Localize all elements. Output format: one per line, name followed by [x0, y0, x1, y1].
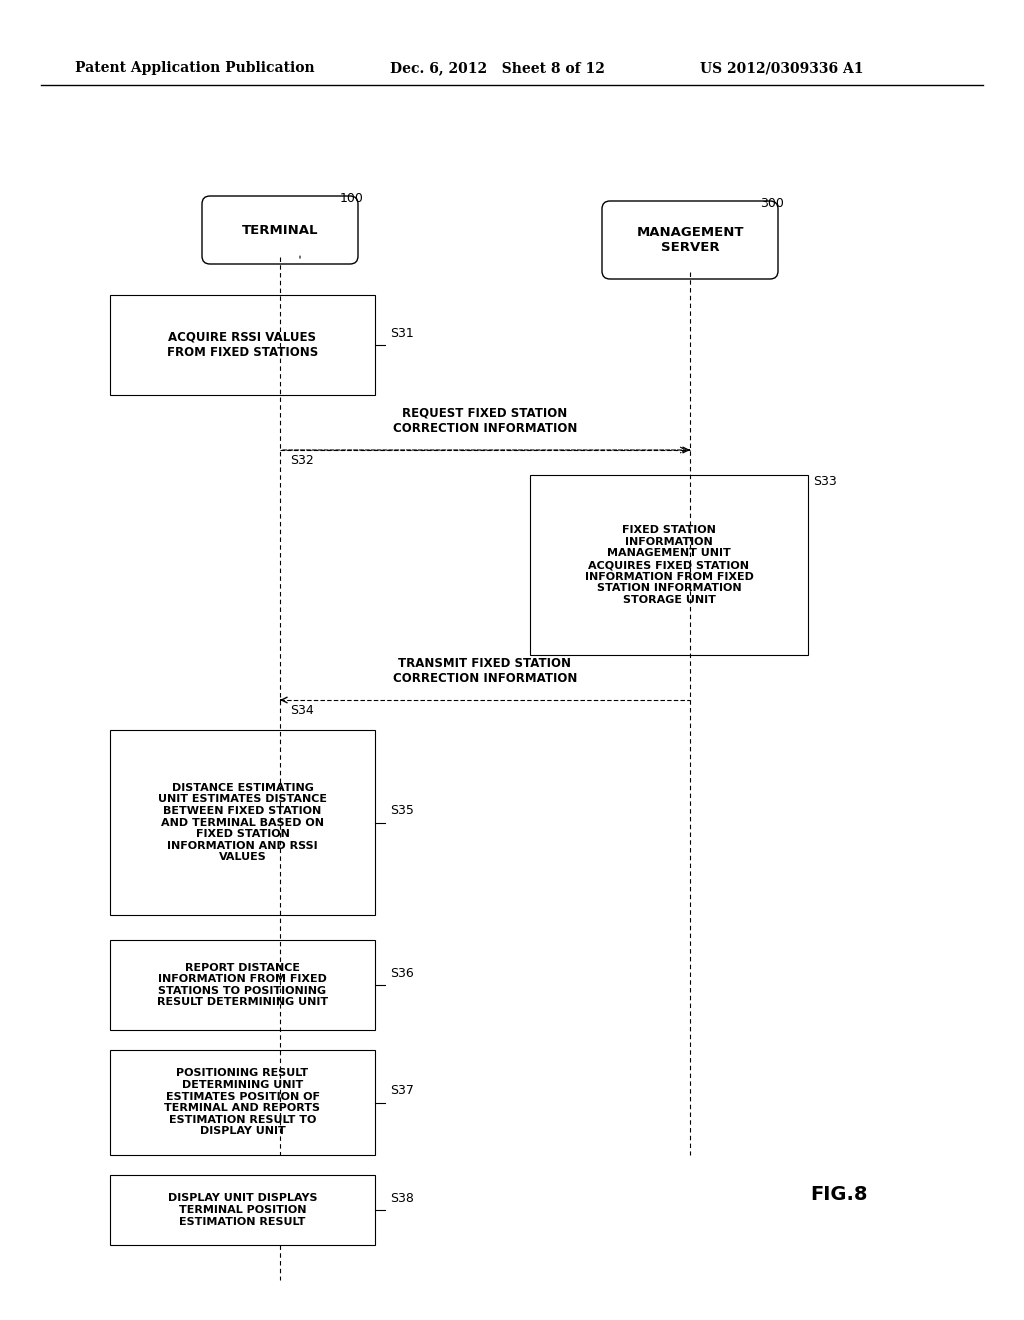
Text: 100: 100: [340, 191, 364, 205]
Bar: [110, 940, 375, 1030]
Text: US 2012/0309336 A1: US 2012/0309336 A1: [700, 61, 863, 75]
Text: S33: S33: [813, 475, 837, 488]
Bar: [530, 475, 808, 655]
Text: FIXED STATION
INFORMATION
MANAGEMENT UNIT
ACQUIRES FIXED STATION
INFORMATION FRO: FIXED STATION INFORMATION MANAGEMENT UNI…: [585, 525, 754, 605]
Text: FIG.8: FIG.8: [810, 1185, 867, 1204]
FancyBboxPatch shape: [202, 195, 358, 264]
Text: REPORT DISTANCE
INFORMATION FROM FIXED
STATIONS TO POSITIONING
RESULT DETERMININ: REPORT DISTANCE INFORMATION FROM FIXED S…: [157, 962, 328, 1007]
Text: Dec. 6, 2012   Sheet 8 of 12: Dec. 6, 2012 Sheet 8 of 12: [390, 61, 605, 75]
Text: TERMINAL: TERMINAL: [242, 223, 318, 236]
Text: DISTANCE ESTIMATING
UNIT ESTIMATES DISTANCE
BETWEEN FIXED STATION
AND TERMINAL B: DISTANCE ESTIMATING UNIT ESTIMATES DISTA…: [158, 783, 327, 862]
Text: Patent Application Publication: Patent Application Publication: [75, 61, 314, 75]
Text: S36: S36: [390, 968, 414, 979]
Text: S31: S31: [390, 327, 414, 341]
FancyBboxPatch shape: [602, 201, 778, 279]
Text: MANAGEMENT
SERVER: MANAGEMENT SERVER: [636, 226, 743, 253]
Text: REQUEST FIXED STATION
CORRECTION INFORMATION: REQUEST FIXED STATION CORRECTION INFORMA…: [393, 407, 578, 436]
Text: S37: S37: [390, 1085, 414, 1097]
Text: S34: S34: [290, 704, 313, 717]
Bar: [110, 730, 375, 915]
Bar: [110, 1175, 375, 1245]
Text: ACQUIRE RSSI VALUES
FROM FIXED STATIONS: ACQUIRE RSSI VALUES FROM FIXED STATIONS: [167, 331, 318, 359]
Text: S35: S35: [390, 804, 414, 817]
Text: S32: S32: [290, 454, 313, 467]
Text: 300: 300: [760, 197, 784, 210]
Bar: [110, 294, 375, 395]
Text: TRANSMIT FIXED STATION
CORRECTION INFORMATION: TRANSMIT FIXED STATION CORRECTION INFORM…: [393, 657, 578, 685]
Text: POSITIONING RESULT
DETERMINING UNIT
ESTIMATES POSITION OF
TERMINAL AND REPORTS
E: POSITIONING RESULT DETERMINING UNIT ESTI…: [165, 1068, 321, 1137]
Bar: [110, 1049, 375, 1155]
Text: S38: S38: [390, 1192, 414, 1205]
Text: DISPLAY UNIT DISPLAYS
TERMINAL POSITION
ESTIMATION RESULT: DISPLAY UNIT DISPLAYS TERMINAL POSITION …: [168, 1193, 317, 1226]
